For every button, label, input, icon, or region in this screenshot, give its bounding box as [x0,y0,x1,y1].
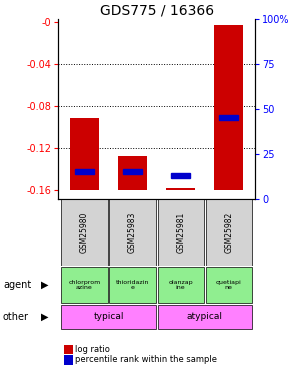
Bar [109,200,156,266]
Text: chlorprom
azine: chlorprom azine [68,280,101,290]
Bar [70,118,99,190]
Bar [109,267,156,303]
Bar [157,305,252,328]
Text: GSM25983: GSM25983 [128,212,137,253]
Text: atypical: atypical [187,312,223,321]
Text: agent: agent [3,280,31,290]
Bar [157,267,204,303]
Text: GSM25981: GSM25981 [176,212,185,253]
Text: thioridazin
e: thioridazin e [116,280,149,290]
Text: GSM25980: GSM25980 [80,212,89,253]
Text: olanzap
ine: olanzap ine [168,280,193,290]
Bar [123,170,142,174]
Bar [171,173,190,178]
Text: percentile rank within the sample: percentile rank within the sample [75,356,218,364]
Text: typical: typical [93,312,124,321]
Bar [118,156,147,190]
Bar [75,170,94,174]
Bar [219,116,238,120]
Text: GSM25982: GSM25982 [224,212,233,253]
Bar [61,267,108,303]
Bar [214,25,243,190]
Bar [61,200,108,266]
Bar [166,188,195,190]
Bar [206,200,252,266]
Title: GDS775 / 16366: GDS775 / 16366 [99,4,214,18]
Text: ▶: ▶ [41,312,49,322]
Text: quetiapi
ne: quetiapi ne [216,280,242,290]
Text: log ratio: log ratio [75,345,110,354]
Bar [206,267,252,303]
Bar [61,305,156,328]
Text: other: other [3,312,29,322]
Text: ▶: ▶ [41,280,49,290]
Bar [157,200,204,266]
